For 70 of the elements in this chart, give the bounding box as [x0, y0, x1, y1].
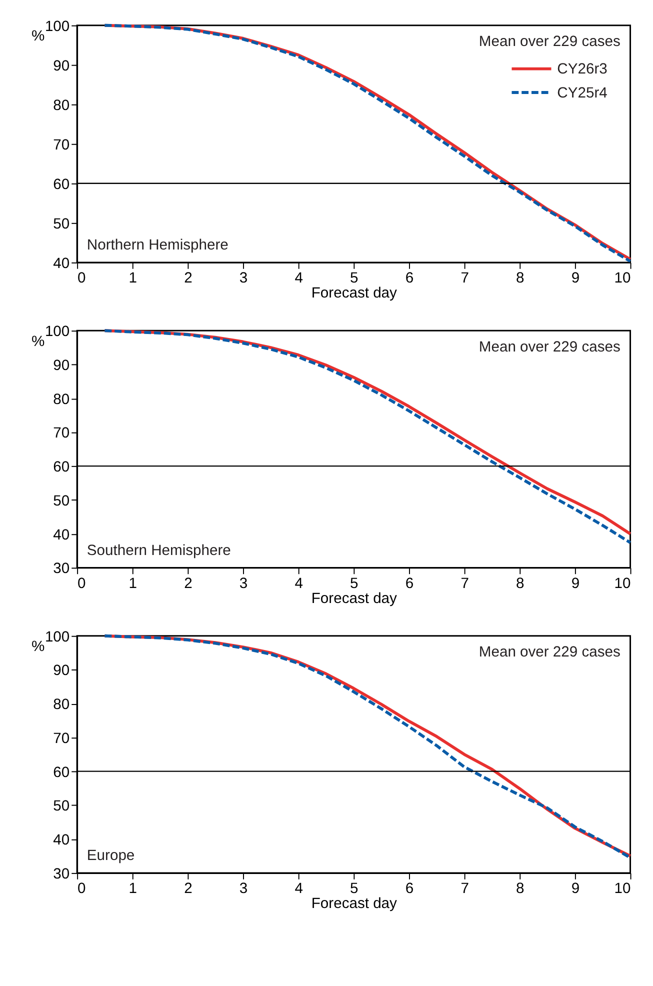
x-tick-label: 3: [239, 270, 248, 287]
legend-label: CY25r4: [557, 85, 608, 102]
x-tick-label: 0: [78, 270, 86, 287]
y-tick-label: 50: [53, 216, 70, 232]
y-tick-label: 40: [53, 527, 70, 544]
y-tick-label: 90: [53, 663, 70, 680]
y-axis-title: %: [31, 28, 45, 45]
x-axis-title: Forecast day: [311, 286, 398, 302]
x-tick-label: 3: [239, 881, 248, 898]
annotation: Northern Hemisphere: [86, 238, 228, 254]
x-tick-label: 5: [350, 881, 358, 898]
x-tick-label: 0: [78, 576, 86, 592]
x-tick-label: 8: [516, 881, 524, 898]
y-tick-label: 90: [53, 58, 70, 74]
x-tick-label: 10: [614, 881, 631, 898]
y-tick-label: 60: [53, 176, 70, 193]
annotation: Mean over 229 cases: [478, 339, 620, 356]
annotation: Mean over 229 cases: [478, 34, 620, 50]
x-tick-label: 0: [78, 881, 86, 898]
y-tick-label: 30: [53, 561, 70, 578]
x-tick-label: 8: [516, 270, 524, 287]
y-tick-label: 60: [53, 764, 70, 781]
y-tick-label: 70: [53, 137, 70, 154]
x-tick-label: 1: [128, 270, 137, 287]
y-tick-label: 70: [53, 730, 70, 747]
y-axis-title: %: [31, 639, 45, 656]
legend-label: CY26r3: [557, 62, 608, 78]
y-tick-label: 40: [53, 832, 70, 849]
x-tick-label: 1: [128, 881, 137, 898]
x-tick-label: 7: [460, 881, 469, 898]
x-axis-title: Forecast day: [311, 896, 398, 912]
x-tick-label: 7: [460, 270, 469, 287]
x-tick-label: 6: [405, 881, 414, 898]
x-tick-label: 10: [614, 270, 631, 287]
y-tick-label: 80: [53, 98, 70, 114]
y-tick-label: 30: [53, 866, 70, 882]
x-tick-label: 4: [294, 576, 303, 592]
x-tick-label: 4: [294, 270, 303, 287]
y-tick-label: 40: [53, 256, 70, 272]
x-tick-label: 2: [184, 270, 192, 287]
x-tick-label: 9: [571, 881, 580, 898]
x-tick-label: 8: [516, 576, 524, 592]
x-tick-label: 3: [239, 576, 248, 592]
y-tick-label: 80: [53, 392, 70, 408]
y-tick-label: 80: [53, 697, 70, 714]
x-tick-label: 9: [571, 270, 580, 287]
annotation: Europe: [86, 848, 135, 864]
y-tick-label: 50: [53, 493, 70, 510]
x-tick-label: 9: [571, 576, 580, 592]
x-tick-label: 2: [184, 576, 192, 592]
y-tick-label: 90: [53, 358, 70, 374]
y-tick-label: 50: [53, 798, 70, 815]
y-tick-label: 70: [53, 426, 70, 442]
y-axis-title: %: [31, 334, 45, 350]
y-tick-label: 100: [44, 18, 70, 35]
x-tick-label: 5: [350, 270, 358, 287]
x-tick-label: 2: [184, 881, 192, 898]
annotation: Mean over 229 cases: [478, 644, 620, 661]
x-tick-label: 7: [460, 576, 469, 592]
y-tick-label: 100: [44, 629, 70, 646]
y-tick-label: 60: [53, 460, 70, 476]
x-tick-label: 5: [350, 576, 358, 592]
x-tick-label: 4: [294, 881, 303, 898]
x-tick-label: 6: [405, 270, 414, 287]
y-tick-label: 100: [44, 324, 70, 340]
x-tick-label: 10: [614, 576, 631, 592]
x-axis-title: Forecast day: [311, 590, 398, 607]
x-tick-label: 6: [405, 576, 414, 592]
x-tick-label: 1: [128, 576, 137, 592]
annotation: Southern Hemisphere: [86, 542, 231, 559]
